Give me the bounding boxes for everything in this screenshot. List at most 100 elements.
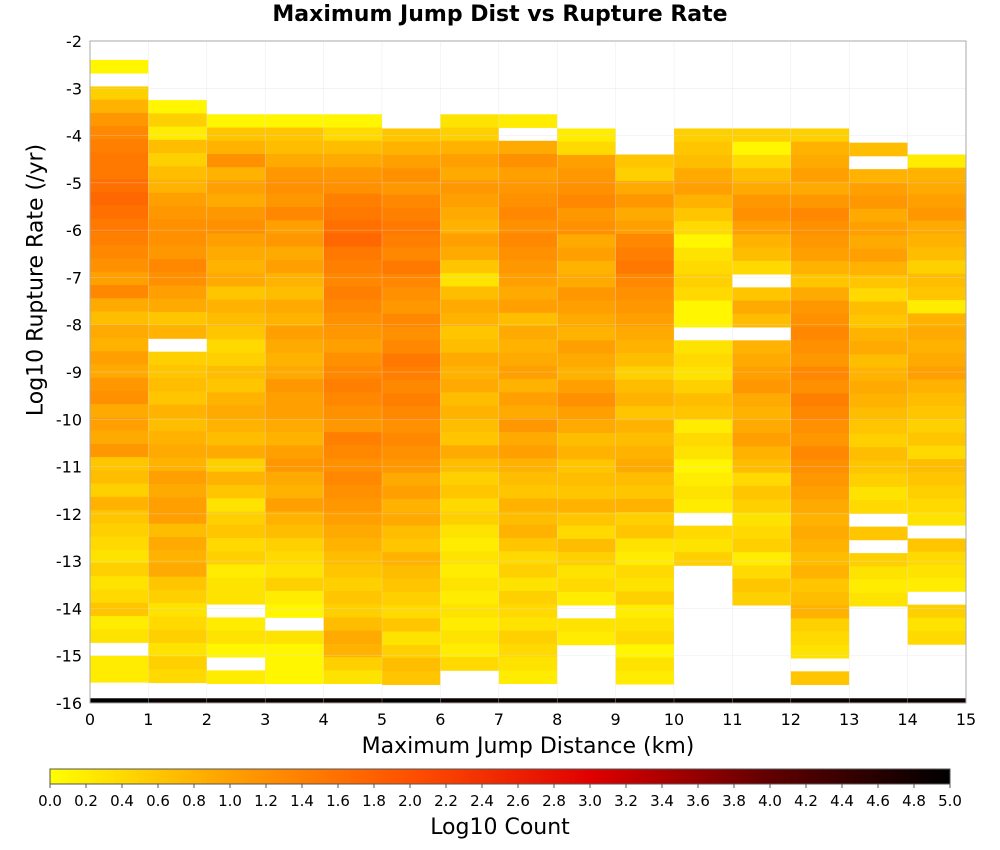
heatmap-cell (382, 552, 441, 566)
heatmap-cell (323, 524, 382, 539)
heatmap-cell (498, 246, 558, 261)
heatmap-cell (206, 326, 266, 340)
heatmap-cell (615, 419, 674, 433)
heatmap-cell (323, 299, 382, 314)
colorbar-tick-label: 3.8 (722, 792, 746, 810)
heatmap-cell (440, 246, 499, 261)
heatmap-cell (557, 512, 616, 527)
heatmap-cell (557, 234, 616, 249)
heatmap-cell (206, 114, 266, 128)
heatmap-cell (498, 511, 558, 526)
heatmap-cell (382, 446, 441, 460)
heatmap-cell (557, 380, 616, 394)
heatmap-cell (615, 472, 674, 486)
heatmap-cell (732, 552, 791, 566)
heatmap-cell (323, 379, 382, 393)
heatmap-cell (790, 260, 850, 275)
heatmap-cell (265, 114, 324, 128)
heatmap-cell (615, 631, 674, 645)
heatmap-cell (90, 698, 149, 703)
heatmap-cell (323, 471, 382, 486)
heatmap-cell (90, 139, 149, 153)
heatmap-cell (849, 261, 908, 276)
heatmap-cell (498, 590, 558, 605)
heatmap-cell (732, 538, 791, 553)
heatmap-cell (265, 154, 324, 168)
heatmap-cell (440, 220, 499, 234)
y-tick-label: -14 (56, 599, 82, 618)
colorbar-tick-label: 3.6 (686, 792, 710, 810)
y-tick-label: -11 (56, 458, 82, 477)
heatmap-cell (206, 259, 266, 274)
heatmap-cell (615, 604, 674, 619)
heatmap-cell (440, 405, 499, 420)
heatmap-cell (148, 470, 207, 485)
heatmap-cell (732, 380, 791, 394)
heatmap-cell (849, 367, 908, 382)
heatmap-cell (440, 698, 499, 703)
heatmap-cell (382, 327, 441, 341)
heatmap-cell (907, 511, 966, 526)
heatmap-cell (382, 631, 441, 646)
heatmap-cell (148, 311, 207, 326)
heatmap-cell (440, 180, 499, 195)
heatmap-cell (615, 551, 674, 566)
heatmap-cell (732, 287, 791, 301)
heatmap-cell (674, 698, 733, 703)
heatmap-cell (849, 553, 908, 567)
heatmap-cell (790, 207, 850, 222)
heatmap-cell (90, 298, 149, 312)
y-tick-label: -8 (66, 316, 82, 335)
heatmap-cell (148, 100, 207, 114)
heatmap-cell (148, 351, 207, 366)
heatmap-cell (907, 194, 966, 208)
heatmap-cell (790, 247, 850, 262)
heatmap-cell (907, 339, 966, 354)
heatmap-cell (674, 221, 733, 235)
heatmap-cell (615, 379, 674, 394)
x-tick-label: 5 (377, 710, 387, 729)
heatmap-cell (790, 698, 850, 703)
heatmap-cell (907, 180, 966, 195)
heatmap-cell (498, 405, 558, 420)
heatmap-cell (498, 339, 558, 354)
heatmap-cell (90, 430, 149, 445)
heatmap-cell (90, 615, 149, 630)
heatmap-cell (557, 499, 616, 513)
heatmap-cell (90, 351, 149, 365)
heatmap-cell (498, 326, 558, 340)
heatmap-cell (615, 538, 674, 553)
heatmap-cell (206, 379, 266, 393)
heatmap-cell (206, 273, 266, 287)
heatmap-cell (206, 698, 266, 703)
heatmap-cell (382, 353, 441, 368)
heatmap-cell (674, 287, 733, 301)
heatmap-cell (732, 499, 791, 513)
heatmap-cell (323, 485, 382, 499)
heatmap-cell (732, 128, 791, 143)
x-tick-label: 7 (494, 710, 504, 729)
heatmap-cell (148, 113, 207, 127)
heatmap-cell (148, 656, 207, 670)
heatmap-cell (90, 192, 149, 206)
heatmap-cell (90, 549, 149, 564)
heatmap-cell (323, 657, 382, 671)
heatmap-cell (674, 141, 733, 156)
heatmap-cell (90, 629, 149, 643)
heatmap-cell (849, 182, 908, 197)
colorbar-tick-label: 2.0 (398, 792, 422, 810)
heatmap-cell (907, 207, 966, 222)
heatmap-cell (615, 220, 674, 235)
y-tick-label: -9 (66, 363, 82, 382)
heatmap-cell (382, 406, 441, 421)
heatmap-cell (440, 643, 499, 658)
heatmap-cell (206, 167, 266, 181)
heatmap-cell (674, 472, 733, 487)
heatmap-cell (907, 698, 966, 703)
x-tick-label: 13 (839, 710, 859, 729)
heatmap-cell (557, 565, 616, 580)
y-axis-ticks: -2 -3 -4 -5 -6 -7 -8 -9 -10 -11 -12 -13 -14 -15 -16 (56, 32, 82, 713)
heatmap-cell (557, 327, 616, 341)
heatmap-cell (849, 248, 908, 263)
colorbar-tick-label: 2.2 (434, 792, 458, 810)
